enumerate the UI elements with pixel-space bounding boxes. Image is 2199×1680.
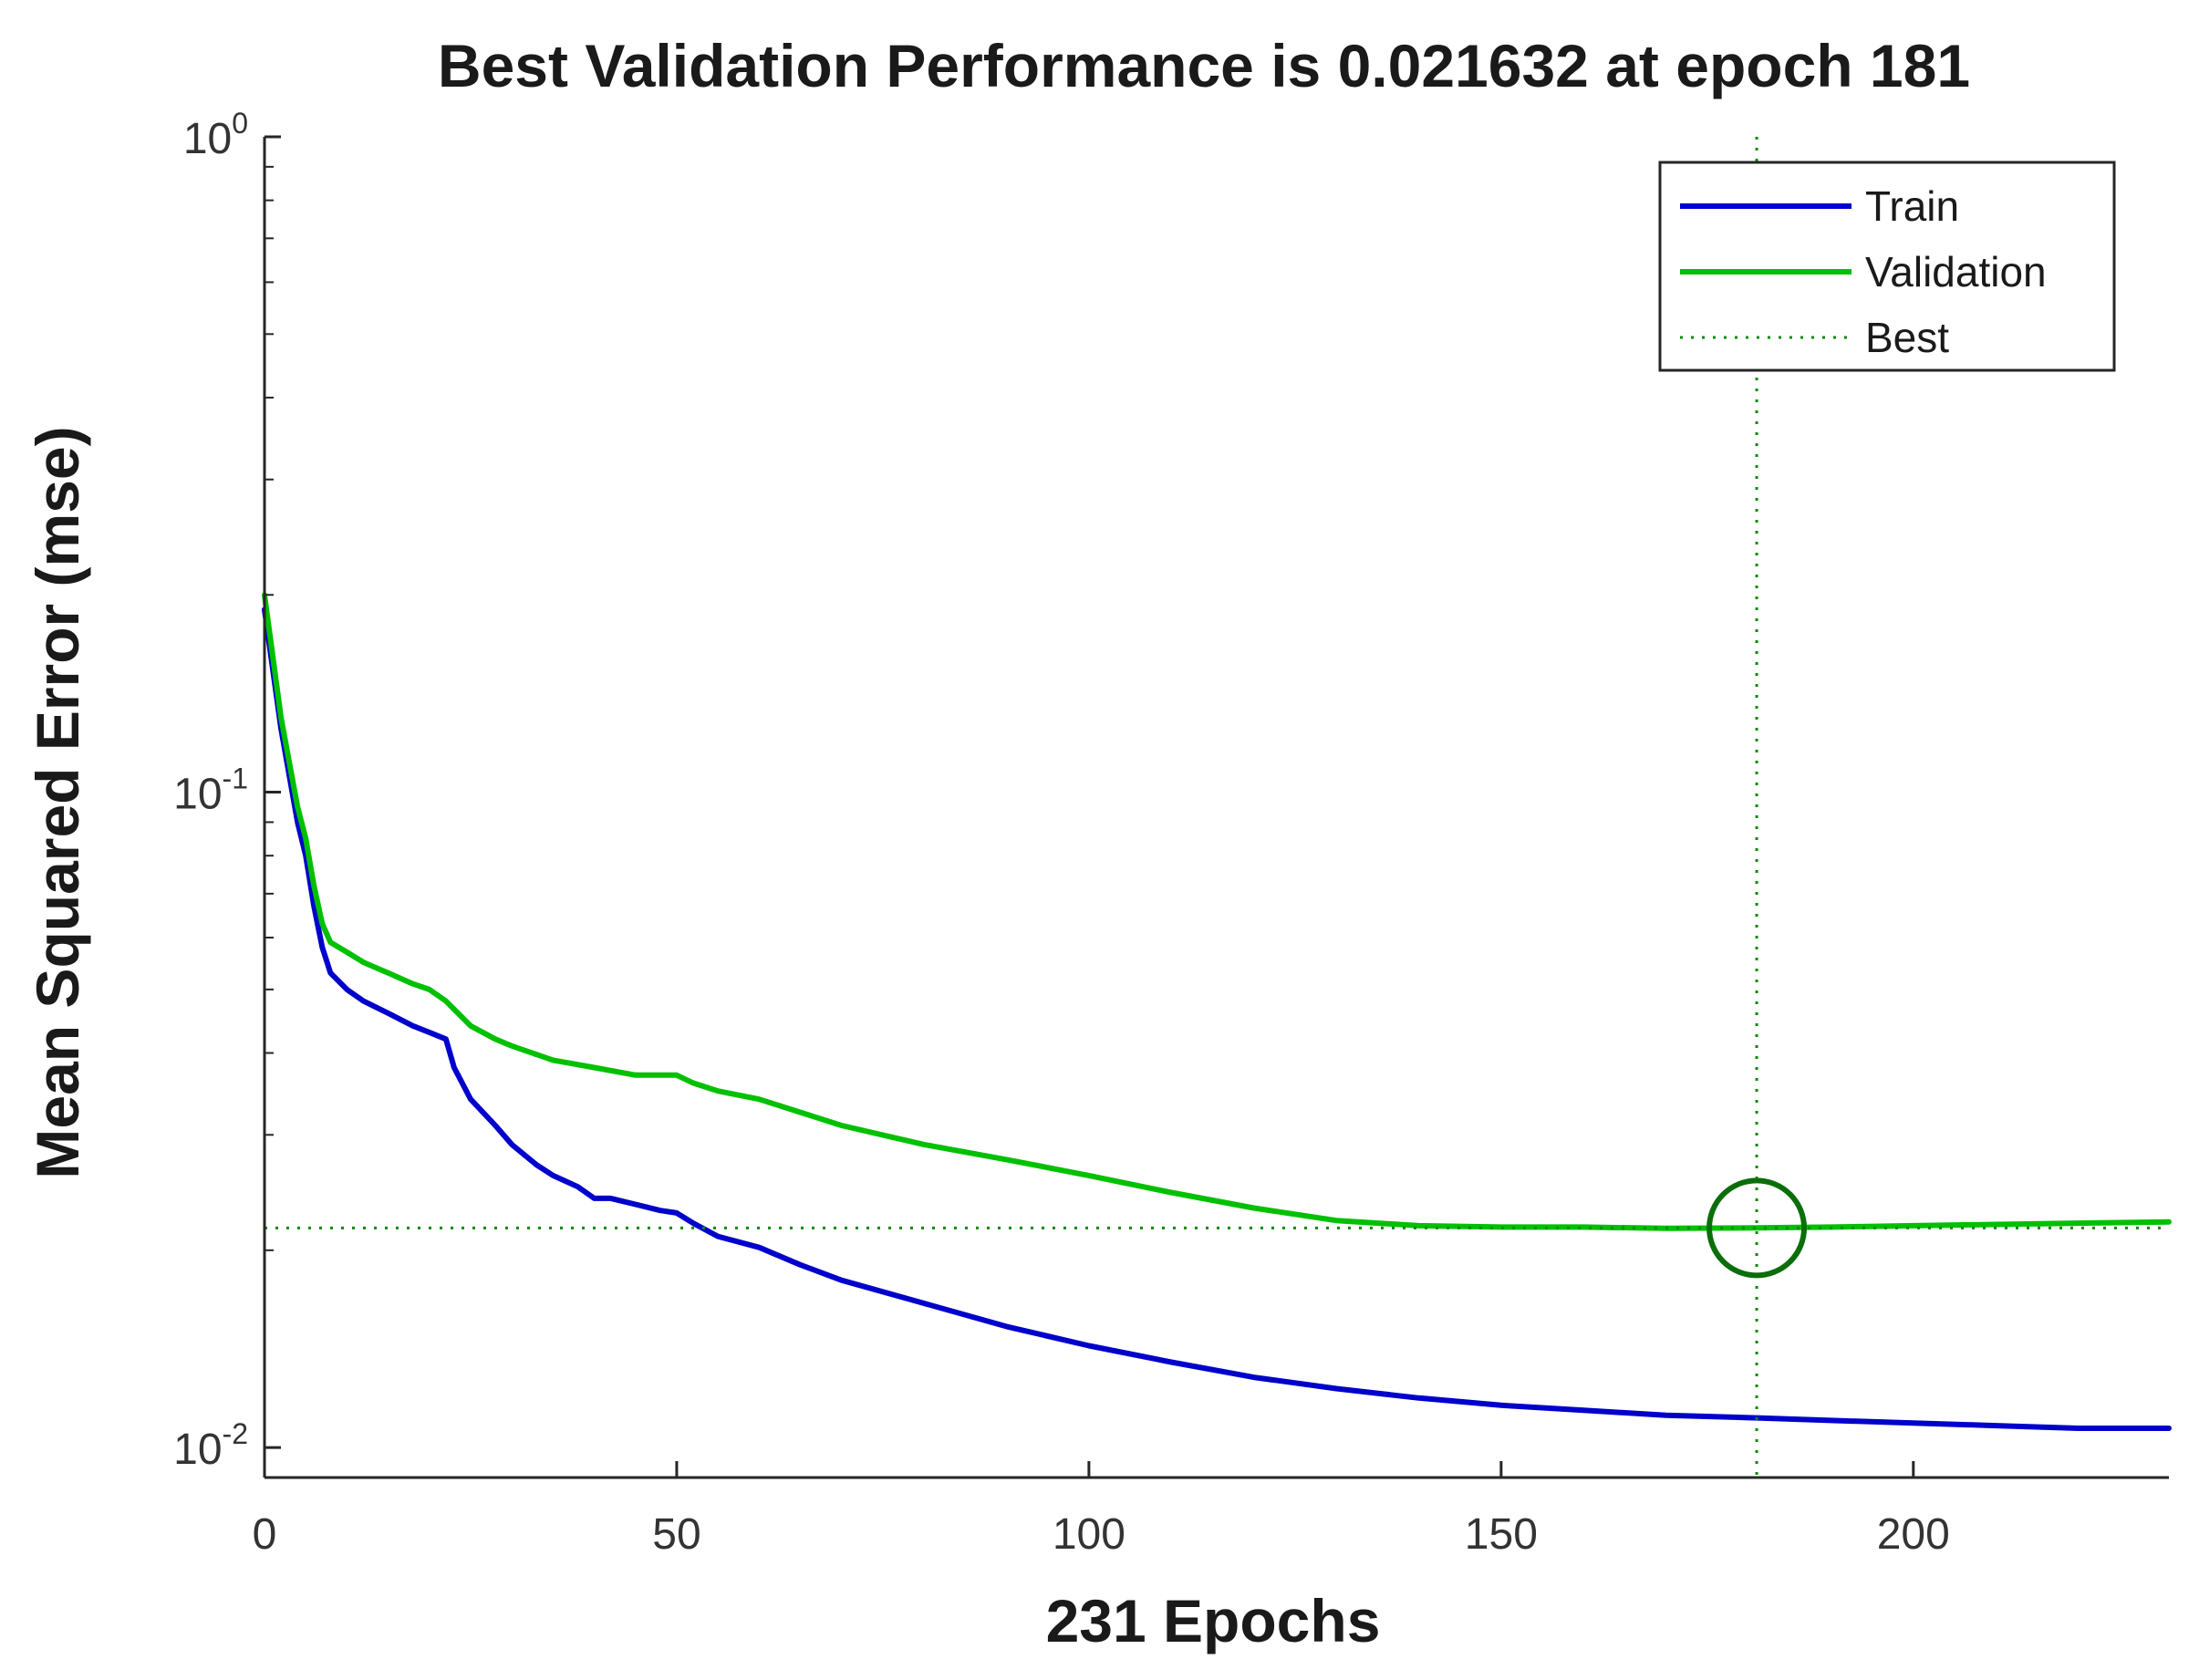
- legend-label: Best: [1865, 314, 1949, 361]
- legend: Train Validation Best: [1658, 161, 2116, 372]
- y-tick-label: 100: [183, 107, 248, 163]
- series-line-train: [262, 607, 2172, 1431]
- y-tick-exponent: -1: [223, 762, 248, 795]
- legend-entry-validation: Validation: [1680, 248, 2047, 296]
- y-tick-base: 10: [183, 115, 232, 163]
- legend-label: Validation: [1865, 248, 2047, 296]
- y-tick-base: 10: [173, 1426, 222, 1474]
- axes: [263, 137, 2169, 1479]
- chart-title: Best Validation Performance is 0.021632 …: [438, 32, 1970, 99]
- best-marker-circle: [1706, 1177, 1808, 1279]
- legend-box: [1658, 161, 2116, 372]
- x-tick-label: 200: [1877, 1510, 1950, 1559]
- y-tick-exponent: -2: [223, 1417, 248, 1450]
- y-axis-label: Mean Squared Error (mse): [24, 426, 91, 1178]
- x-axis-label: 231 Epochs: [1046, 1587, 1381, 1654]
- y-tick-base: 10: [173, 771, 222, 819]
- y-tick-label: 10-1: [173, 762, 248, 819]
- x-tick-label: 50: [652, 1510, 700, 1559]
- legend-entry-best: Best: [1680, 314, 1949, 361]
- x-tick-label: 100: [1053, 1510, 1125, 1559]
- series-line-validation: [262, 592, 2172, 1231]
- legend-entry-train: Train: [1680, 182, 1959, 230]
- x-tick-label: 0: [253, 1510, 277, 1559]
- y-tick-exponent: 0: [232, 107, 248, 140]
- best-marker-layer: [265, 137, 2169, 1478]
- x-tick-label: 150: [1465, 1510, 1538, 1559]
- y-tick-label: 10-2: [173, 1417, 248, 1474]
- legend-label: Train: [1865, 182, 1959, 230]
- series-layer: [262, 592, 2172, 1431]
